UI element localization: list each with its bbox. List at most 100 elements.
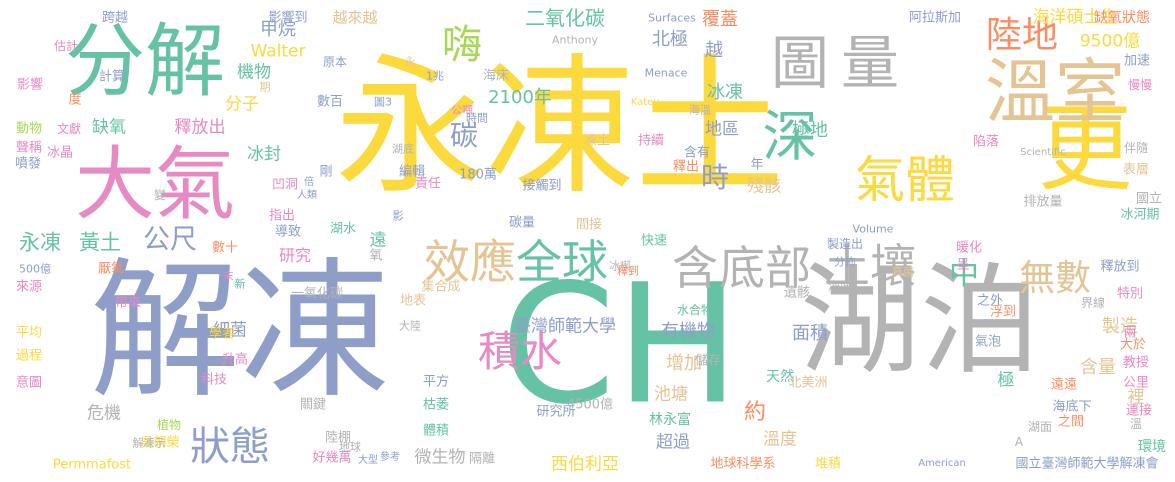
cloud-word: 影 — [392, 209, 404, 223]
cloud-word: 超過 — [656, 432, 690, 453]
cloud-word: 地表 — [399, 293, 427, 309]
cloud-word: Walter — [250, 41, 306, 62]
cloud-word: 冰河期 — [1120, 207, 1160, 223]
cloud-word: 平均 — [15, 325, 43, 341]
cloud-word: 慢慢 — [1127, 78, 1153, 92]
cloud-word: 釋到 — [617, 264, 639, 278]
cloud-word: 180萬 — [459, 167, 497, 183]
cloud-word: 大型 — [358, 455, 378, 466]
cloud-word: Scientific — [1020, 147, 1066, 158]
cloud-word: Menace — [644, 66, 688, 80]
cloud-word: 效應 — [424, 235, 516, 289]
cloud-word: 量 — [840, 29, 900, 97]
cloud-word: 碳量 — [508, 215, 536, 231]
cloud-word: 數十 — [211, 240, 239, 256]
cloud-word: 大於 — [1119, 337, 1147, 353]
cloud-word: 碳 — [449, 119, 479, 152]
cloud-word: 時間 — [466, 111, 488, 125]
cloud-word: American — [918, 458, 966, 469]
cloud-word: 極 — [997, 370, 1015, 391]
cloud-word: 一氧化碳 — [290, 286, 344, 302]
cloud-word: 年 — [750, 157, 764, 173]
cloud-word: 體積 — [422, 423, 450, 439]
cloud-word: Katey — [630, 97, 660, 108]
cloud-word: 原本 — [322, 55, 348, 69]
cloud-word: CH — [500, 248, 740, 441]
cloud-word: 氧 — [369, 248, 383, 264]
cloud-word: 地球 — [339, 440, 361, 454]
cloud-word: 永凍 — [19, 230, 61, 255]
cloud-word: 積水 — [477, 327, 563, 376]
cloud-word: 末 — [222, 269, 234, 283]
cloud-word: 冰楔 — [609, 259, 631, 273]
cloud-word: 湖底 — [392, 142, 414, 156]
cloud-word: 冰封 — [247, 144, 281, 165]
cloud-word: 數百 — [316, 94, 344, 110]
cloud-word: 意圖 — [15, 375, 43, 391]
cloud-word: 持續 — [637, 133, 665, 149]
cloud-word: 新 — [234, 277, 246, 291]
cloud-word: 凍土 — [583, 133, 611, 149]
cloud-word: 深 — [762, 104, 818, 169]
cloud-word: 帶來 — [114, 295, 142, 311]
cloud-word: 參考 — [380, 452, 400, 463]
cloud-word: 真菌 — [892, 265, 914, 279]
cloud-word: 海溫 — [689, 103, 711, 117]
cloud-word: 聲稱 — [15, 140, 43, 156]
cloud-word: 極地 — [792, 120, 828, 141]
cloud-word: 計算 — [98, 69, 126, 85]
cloud-word: 機物 — [237, 62, 271, 83]
cloud-word: 湖水 — [329, 221, 357, 237]
cloud-word: Surfaces — [648, 11, 696, 25]
cloud-word: 特別 — [1116, 286, 1144, 302]
cloud-word: 永凍土 — [334, 41, 786, 215]
cloud-word: 好幾萬 — [312, 450, 352, 466]
cloud-word: 間接 — [575, 217, 603, 233]
cloud-word: 狀態 — [190, 424, 270, 470]
cloud-word: 儲存 — [694, 353, 722, 369]
cloud-word: 集合成 — [421, 279, 461, 295]
cloud-word: 遠 — [369, 230, 387, 251]
cloud-word: 解凍 — [89, 245, 391, 419]
cloud-word: 裡 — [1127, 387, 1145, 408]
cloud-word: 遠遠 — [1050, 377, 1078, 393]
cloud-word: 殘骸 — [747, 176, 781, 197]
cloud-word: 溫室 — [985, 51, 1125, 133]
cloud-word: 溫 — [1129, 417, 1143, 431]
cloud-word: 製造出 — [826, 237, 864, 251]
cloud-word: 堆積 — [814, 456, 842, 472]
cloud-word: 編輯 — [398, 164, 426, 180]
cloud-word: 有機物 — [661, 321, 715, 342]
cloud-word: 文獻 — [56, 122, 82, 136]
cloud-word: 大氣 — [75, 138, 235, 231]
cloud-word: 氣泡 — [974, 334, 1002, 350]
cloud-word: 池塘 — [654, 384, 688, 405]
cloud-word: Anthony — [552, 33, 598, 47]
cloud-word: 分子 — [225, 94, 259, 115]
cloud-word: 期 — [259, 80, 271, 94]
cloud-word: 枯萎 — [422, 397, 450, 413]
cloud-word: 公里 — [1122, 375, 1150, 391]
cloud-word: 9500億 — [1079, 31, 1141, 52]
cloud-word: 隔離 — [468, 451, 496, 467]
cloud-word: 國立 — [1135, 191, 1163, 207]
cloud-word: 湖泊 — [800, 252, 1040, 391]
cloud-word: 剛 — [319, 164, 333, 180]
cloud-word: 海床 — [482, 68, 510, 84]
cloud-word: 凹洞 — [271, 177, 299, 193]
cloud-word: 之外 — [976, 293, 1004, 309]
cloud-word: 海洋碩士生 — [1032, 7, 1118, 28]
cloud-word: 平方 — [422, 374, 450, 390]
cloud-word: 時 — [700, 161, 730, 194]
cloud-word: 天然 — [766, 369, 794, 385]
cloud-word: Methane — [556, 67, 600, 78]
cloud-word: 影響到 — [268, 10, 308, 26]
cloud-word: 溫度 — [763, 429, 797, 450]
cloud-word: 含有 — [683, 145, 711, 161]
cloud-word: 浮到 — [989, 304, 1017, 320]
cloud-word: 含量 — [1080, 357, 1116, 378]
cloud-word: 2100年 — [488, 87, 552, 108]
cloud-word: 快速 — [640, 233, 668, 249]
cloud-word: 呈 — [956, 257, 970, 273]
